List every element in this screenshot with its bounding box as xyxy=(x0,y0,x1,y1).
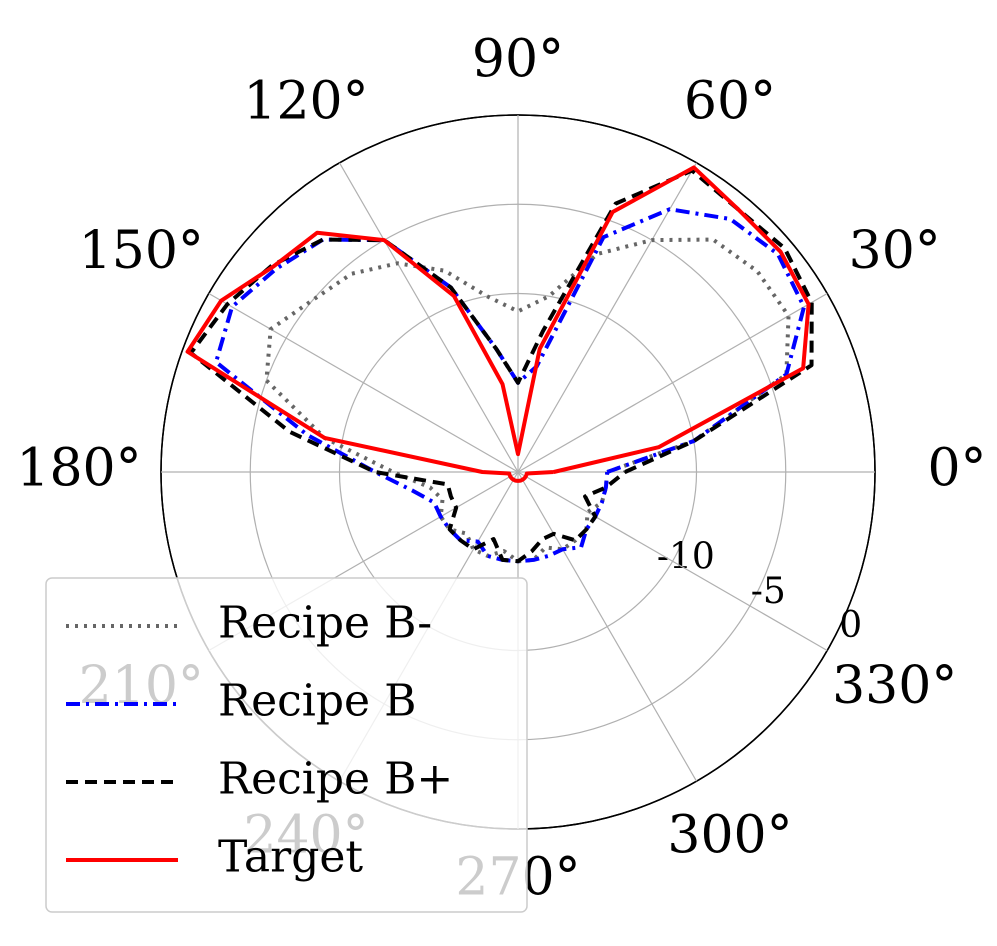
series-line xyxy=(264,237,791,564)
grid-spoke xyxy=(208,292,519,473)
theta-tick-label: 300° xyxy=(667,806,792,866)
theta-tick-label: 30° xyxy=(849,221,941,281)
legend-frame xyxy=(45,577,528,913)
grid-spoke xyxy=(338,162,519,473)
series-line xyxy=(188,168,814,564)
theta-tick-label: 90° xyxy=(472,30,564,90)
grid-spoke xyxy=(517,162,698,473)
grid-spoke xyxy=(517,292,828,473)
theta-tick-label: 330° xyxy=(832,656,957,716)
theta-tick-label: 150° xyxy=(79,221,204,281)
grid-spoke xyxy=(517,471,828,652)
theta-tick-label: 120° xyxy=(243,71,368,131)
legend-label: Recipe B+ xyxy=(218,754,453,805)
legend-label: Target xyxy=(218,832,363,883)
theta-tick-label: 60° xyxy=(684,71,776,131)
legend-label: Recipe B- xyxy=(218,598,432,649)
theta-tick-label: 0° xyxy=(927,439,986,499)
legend: Recipe B- Recipe B Recipe B+ Target xyxy=(45,577,528,913)
grid-spoke xyxy=(517,471,698,782)
r-tick-label: 0 xyxy=(839,605,862,646)
theta-tick-label: 180° xyxy=(16,439,141,499)
r-tick-label: -5 xyxy=(751,571,786,612)
series-line xyxy=(214,207,806,564)
series-line xyxy=(185,165,811,483)
legend-label: Recipe B xyxy=(218,676,416,727)
